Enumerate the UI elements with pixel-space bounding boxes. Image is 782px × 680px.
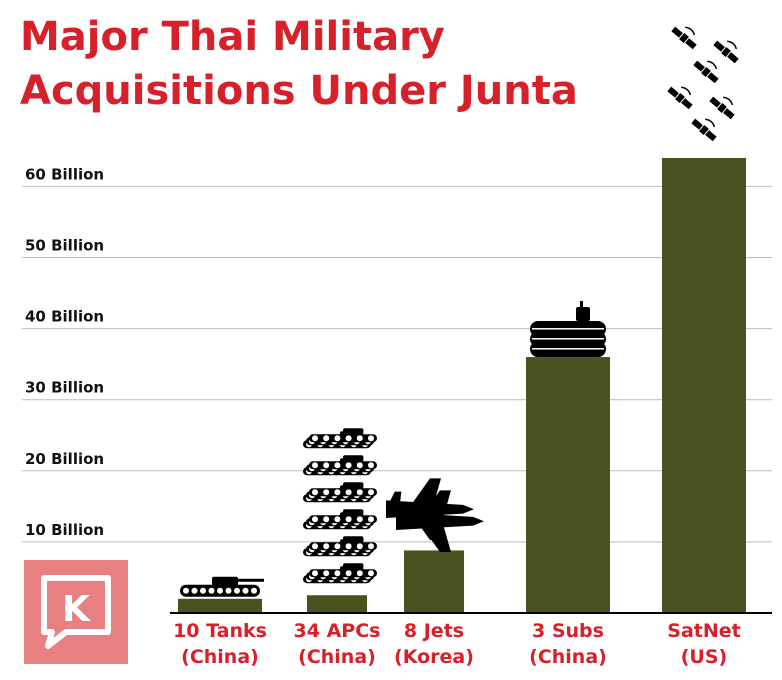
bar	[404, 550, 464, 613]
bar	[307, 595, 367, 613]
y-tick-label: 50 Billion	[25, 237, 104, 255]
y-axis-labels: 10 Billion 20 Billion 30 Billion 40 Billion…	[25, 165, 104, 539]
bars	[178, 157, 746, 613]
y-tick-label: 30 Billion	[25, 379, 104, 397]
x-tick-label: (China)	[298, 646, 376, 668]
jet-icon	[386, 478, 484, 553]
bar-icons	[180, 26, 739, 597]
title-line: Major Thai Military	[20, 14, 445, 60]
bar	[662, 157, 746, 613]
apc-icon	[303, 428, 377, 584]
x-tick-label: (Korea)	[394, 646, 474, 668]
title-line: Acquisitions Under Junta	[20, 68, 578, 114]
x-tick-label: (US)	[681, 646, 727, 668]
gridlines	[22, 185, 772, 543]
x-axis-labels: 10 Tanks (China) 34 APCs (China) 8 Jets (Kore…	[173, 620, 741, 668]
x-tick-label: 3 Subs	[532, 620, 604, 642]
x-tick-label: 10 Tanks	[173, 620, 267, 642]
y-tick-label: 10 Billion	[25, 521, 104, 539]
x-tick-label: 8 Jets	[404, 620, 464, 642]
y-tick-label: 40 Billion	[25, 308, 104, 326]
bar	[526, 357, 610, 613]
brand-logo: K	[24, 560, 128, 664]
x-tick-label: 34 APCs	[294, 620, 381, 642]
tank-icon	[180, 576, 264, 597]
logo-letter: K	[62, 589, 91, 630]
x-tick-label: (China)	[181, 646, 259, 668]
submarine-icon	[530, 301, 606, 358]
chart-title: Major Thai Military Acquisitions Under Ju…	[20, 14, 578, 114]
bar	[178, 598, 262, 613]
y-tick-label: 60 Billion	[25, 165, 104, 183]
x-tick-label: SatNet	[667, 620, 740, 642]
satellite-icon	[667, 26, 739, 142]
logo-speech-bubble	[41, 575, 111, 649]
y-tick-label: 20 Billion	[25, 450, 104, 468]
x-tick-label: (China)	[529, 646, 607, 668]
